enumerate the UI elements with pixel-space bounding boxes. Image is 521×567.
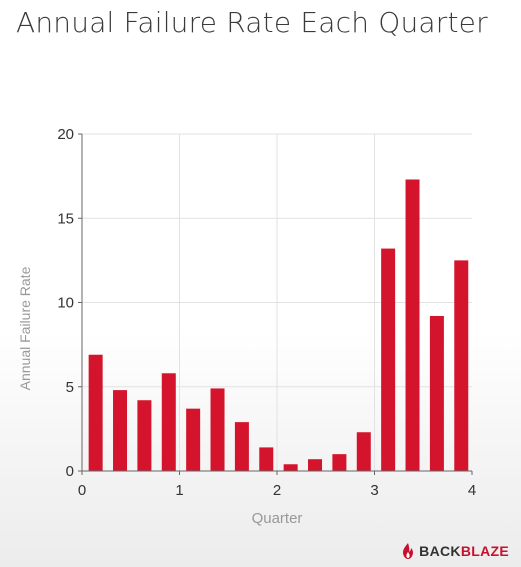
y-tick-label: 15 <box>57 210 74 227</box>
bar <box>332 454 347 471</box>
tick-labels: 0 5 10 15 20 0 1 2 3 4 <box>57 126 476 499</box>
bar <box>210 388 225 471</box>
x-tick-label: 2 <box>273 482 281 499</box>
bar <box>429 315 444 471</box>
bar <box>234 422 249 471</box>
bar <box>308 459 323 471</box>
brand-text-back: BACK <box>419 543 461 559</box>
y-tick-label: 10 <box>57 295 74 312</box>
chart-title: Annual Failure Rate Each Quarter <box>16 6 488 39</box>
backblaze-logo: BACK BLAZE <box>401 543 509 559</box>
bar <box>186 408 201 471</box>
bar <box>137 400 152 471</box>
y-tick-label: 5 <box>66 379 74 396</box>
grid-lines <box>82 133 472 471</box>
x-tick-label: 4 <box>468 482 476 499</box>
x-axis-label: Quarter <box>252 510 303 527</box>
brand-text-blaze: BLAZE <box>460 543 509 559</box>
bar <box>283 464 298 471</box>
x-tick-label: 0 <box>78 482 86 499</box>
y-axis-label: Annual Failure Rate <box>17 266 33 390</box>
x-tick-label: 3 <box>370 482 378 499</box>
bar <box>405 179 420 471</box>
bar <box>454 260 469 471</box>
bar <box>88 354 103 471</box>
bar <box>113 390 128 471</box>
axes <box>78 133 473 475</box>
bars <box>88 179 469 471</box>
x-tick-label: 1 <box>175 482 183 499</box>
bar <box>259 447 274 471</box>
y-tick-label: 0 <box>66 463 74 480</box>
bar <box>161 373 176 471</box>
bar <box>381 248 396 471</box>
bar <box>356 432 371 471</box>
y-tick-label: 20 <box>57 126 74 143</box>
flame-icon <box>403 543 414 559</box>
